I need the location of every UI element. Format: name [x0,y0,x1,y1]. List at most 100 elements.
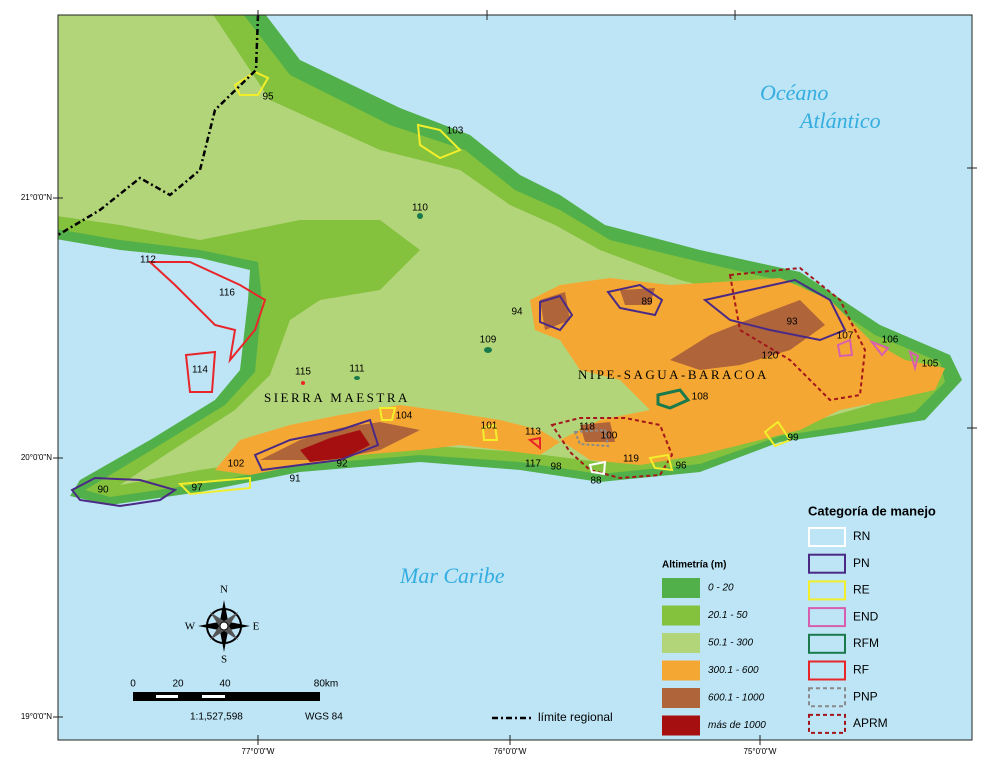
area-outline [177,476,251,496]
area-number: 97 [191,483,203,494]
legend-label: RE [853,583,870,597]
compass [198,600,250,652]
area-number: 107 [837,331,854,342]
area-number: 111 [349,364,365,375]
scale-tick: 20 [172,679,184,690]
area-number: 113 [525,427,541,438]
legend-swatch [808,553,846,574]
area-outline [147,261,267,364]
compass-s: S [221,654,227,666]
area-outline [550,417,674,480]
legend-title: Categoría de manejo [808,503,936,518]
scale-segment [133,692,320,701]
area-number: 108 [692,392,709,403]
area-number: 93 [786,317,798,328]
legend-label: PNP [853,689,878,703]
compass-n: N [220,584,228,596]
legend-swatch [808,580,846,601]
legend-swatch [662,715,700,736]
area-number: 110 [412,203,428,214]
area-outline [484,347,492,353]
legend-label: 50.1 - 300 [708,638,753,649]
area-number: 105 [922,359,939,370]
area-number: 118 [579,422,595,433]
compass-center [219,621,229,631]
graticule-ticks [53,10,977,745]
datum: WGS 84 [305,712,343,723]
legend-swatch [662,633,700,653]
area-number: 103 [447,126,464,137]
area-numbers: 95 103 110 112 116 94 89 93 107 106 105 109 111 115 11… [97,92,938,496]
compass-star [198,600,250,652]
area-number: 120 [762,351,779,362]
area-number: 106 [882,335,899,346]
area-outline [70,476,178,508]
area-number: 91 [289,474,301,485]
sea-label: Mar Caribe [399,563,505,588]
lat-label: 19°0'0"N [21,712,52,721]
compass-e: E [253,621,260,633]
area-outline [378,407,674,472]
area-outline [763,420,792,448]
legend-label: RFM [853,636,879,650]
range-label: NIPE-SAGUA-BARACOA [578,367,769,382]
legend-label: 20.1 - 50 [707,610,748,621]
legend-title: Altimetría (m) [662,560,726,571]
legend-label: 600.1 - 1000 [708,693,765,704]
legend-swatch [808,527,846,547]
legend-label: END [853,609,879,623]
scale-tick: 0 [130,679,136,690]
legend-swatch [808,607,846,628]
area-outline [354,376,360,380]
scale-ratio: 1:1,527,598 [190,712,243,723]
lon-label: 77°0'0"W [242,747,275,756]
area-number: 112 [140,255,156,266]
map-frame [57,14,973,741]
compass-w: W [185,621,196,633]
area-number: 119 [623,454,639,465]
scale-bar [133,692,320,701]
area-outline [416,123,462,160]
area-outline [606,283,664,317]
nipe-300-600 [530,278,945,465]
area-outline [417,213,423,219]
area-number: 101 [481,421,498,432]
area-number: 90 [97,485,109,496]
lon-label: 76°0'0"W [494,747,527,756]
ocean-label: Atlántico [798,108,881,133]
legend-label: RN [853,529,870,543]
area-number: 96 [675,461,687,472]
ocean-label: Océano [760,80,828,105]
legend-swatch [662,605,700,626]
area-number: 95 [262,92,274,103]
legend-label: PN [853,556,870,570]
area-number: 102 [228,459,245,470]
area-outline [184,350,217,393]
boundary-legend-label: límite regional [538,710,613,724]
area-outline [656,388,691,410]
area-number: 116 [219,288,235,299]
legend-label: RF [853,663,869,677]
area-outline [836,338,920,372]
scale-tick: 80km [314,679,338,690]
legend-swatch [662,578,700,598]
area-outline [301,381,305,385]
scale-segment [156,695,178,698]
legend-swatch [662,688,700,708]
area-outline [253,418,380,472]
area-number: 99 [787,433,799,444]
area-number: 109 [480,335,497,346]
area-outline [702,278,847,342]
scale-segment [202,695,225,698]
area-number: 117 [525,459,541,470]
legend-swatch [808,633,846,654]
lon-label: 75°0'0"W [744,747,777,756]
area-number: 89 [641,297,653,308]
legend-label: 0 - 20 [708,583,734,594]
legend-swatch [808,660,846,681]
area-number: 94 [511,307,523,318]
area-number: 115 [295,367,311,378]
legend-label: 300.1 - 600 [708,665,759,676]
area-outline [588,460,607,476]
area-outline [728,266,867,402]
